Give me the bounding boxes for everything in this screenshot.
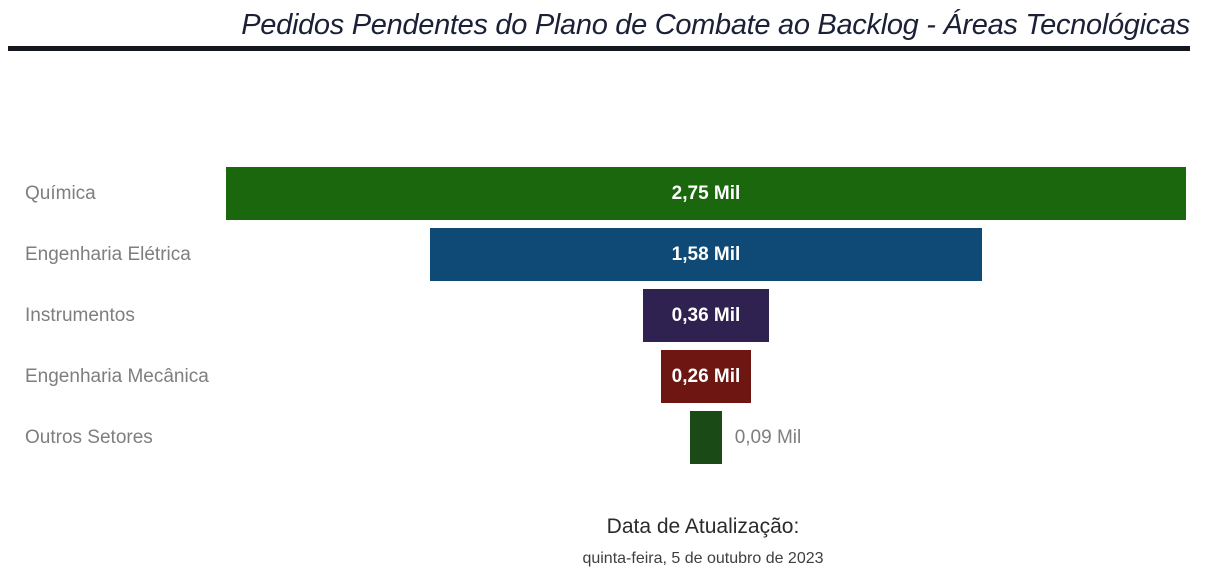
plot-area-row-4: 0,09 Mil [226,411,1186,464]
funnel-bar-instrumentos[interactable]: 0,36 Mil [643,289,769,342]
plot-area-row-0: 2,75 Mil [226,167,1186,220]
funnel-bar-quimica[interactable]: 2,75 Mil [226,167,1186,220]
funnel-bar-engenharia-mecanica[interactable]: 0,26 Mil [660,350,752,403]
plot-area-row-2: 0,36 Mil [226,289,1186,342]
update-date-value: quinta-feira, 5 de outubro de 2023 [582,550,824,567]
page-title: Pedidos Pendentes do Plano de Combate ao… [241,9,1190,41]
bar-value-label: 1,58 Mil [671,243,741,265]
title-underline [8,46,1190,51]
bar-value-label: 0,36 Mil [671,304,741,326]
funnel-row-outros-setores: Outros Setores 0,09 Mil [0,411,1220,464]
funnel-row-engenharia-eletrica: Engenharia Elétrica 1,58 Mil [0,228,1220,281]
funnel-bar-engenharia-eletrica[interactable]: 1,58 Mil [430,228,982,281]
bar-value-label: 2,75 Mil [671,182,741,204]
report-header: Pedidos Pendentes do Plano de Combate ao… [0,0,1220,51]
funnel-chart: Química 2,75 Mil Engenharia Elétrica 1,5… [0,167,1220,464]
update-date-block: Data de Atualização: quinta-feira, 5 de … [186,514,1220,568]
category-label-engenharia-mecanica: Engenharia Mecânica [25,365,209,387]
category-label-instrumentos: Instrumentos [25,304,135,326]
plot-area-row-3: 0,26 Mil [226,350,1186,403]
funnel-row-instrumentos: Instrumentos 0,36 Mil [0,289,1220,342]
funnel-bar-outros-setores[interactable] [690,411,722,464]
category-label-engenharia-eletrica: Engenharia Elétrica [25,243,191,265]
plot-area-row-1: 1,58 Mil [226,228,1186,281]
bar-value-label: 0,26 Mil [671,365,741,387]
funnel-row-quimica: Química 2,75 Mil [0,167,1220,220]
category-label-outros-setores: Outros Setores [25,426,153,448]
category-label-quimica: Química [25,182,96,204]
bar-value-label-outside: 0,09 Mil [734,426,802,448]
funnel-row-engenharia-mecanica: Engenharia Mecânica 0,26 Mil [0,350,1220,403]
update-date-title: Data de Atualização: [606,515,800,538]
